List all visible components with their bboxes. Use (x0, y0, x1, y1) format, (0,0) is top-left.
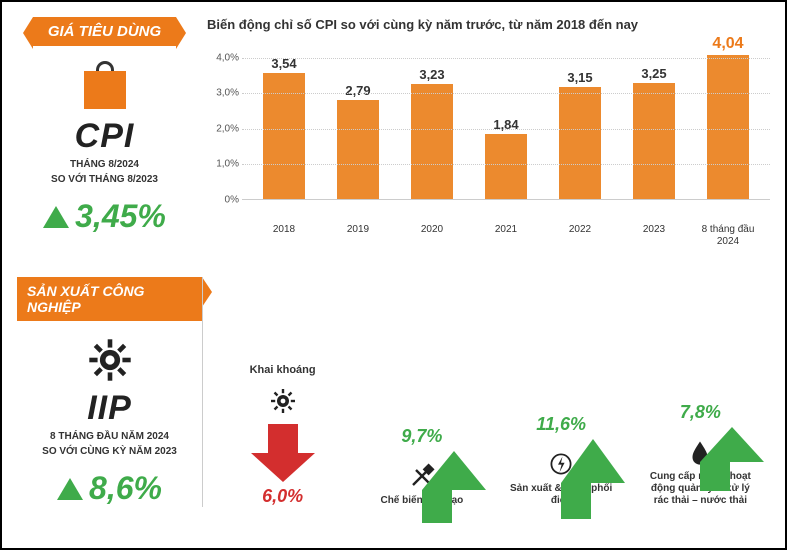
y-tick: 0% (225, 195, 239, 206)
iip-value: 8,6% (89, 470, 162, 507)
chart-bars: 3,542,793,231,843,153,254,04 (242, 40, 770, 199)
bar-value-label: 3,23 (419, 67, 444, 82)
bar (559, 87, 601, 199)
up-triangle-icon (43, 206, 69, 228)
bar-value-label: 3,25 (641, 66, 666, 81)
sector-label: Khai khoáng (250, 364, 316, 376)
grid-line (242, 129, 770, 130)
grid-line (242, 164, 770, 165)
page: GIÁ TIÊU DÙNG CPI THÁNG 8/2024 SO VỚI TH… (0, 0, 787, 550)
sector-value: 7,8% (680, 402, 721, 423)
bar (411, 84, 453, 199)
gear-icon (87, 337, 133, 383)
cpi-sub1: THÁNG 8/2024 (70, 158, 139, 171)
x-label: 2019 (328, 224, 388, 248)
iip-row: SẢN XUẤT CÔNG NGHIỆP IIP 8 THÁNG ĐẦU NĂM… (17, 277, 770, 507)
y-tick: 3,0% (216, 88, 239, 99)
y-tick: 2,0% (216, 123, 239, 134)
grid-line (242, 58, 770, 59)
iip-block: SẢN XUẤT CÔNG NGHIỆP IIP 8 THÁNG ĐẦU NĂM… (17, 277, 202, 507)
bar-value-label: 4,04 (712, 35, 743, 53)
bar (485, 134, 527, 199)
x-label: 2023 (624, 224, 684, 248)
up-triangle-icon (57, 478, 83, 500)
bar-col: 3,54 (254, 73, 314, 199)
bar-value-label: 3,15 (567, 70, 592, 85)
cpi-chart: Biến động chỉ số CPI so với cùng kỳ năm … (207, 17, 770, 262)
cpi-sub2: SO VỚI THÁNG 8/2023 (51, 173, 158, 186)
chart-plot: 3,542,793,231,843,153,254,04 (242, 40, 770, 200)
y-tick: 4,0% (216, 52, 239, 63)
grid-line (242, 93, 770, 94)
top-section: GIÁ TIÊU DÙNG CPI THÁNG 8/2024 SO VỚI TH… (17, 17, 770, 262)
sectors: Khai khoáng 6,0% 9,7%Chế biến, chế tạo 11,6… (202, 277, 770, 507)
x-label: 2018 (254, 224, 314, 248)
bar-col: 2,79 (328, 100, 388, 199)
cpi-value-row: 3,45% (43, 198, 166, 235)
cpi-block: GIÁ TIÊU DÙNG CPI THÁNG 8/2024 SO VỚI TH… (17, 17, 192, 262)
down-arrow-icon (251, 424, 315, 482)
iip-sub1: 8 THÁNG ĐẦU NĂM 2024 (50, 430, 169, 443)
x-label: 2021 (476, 224, 536, 248)
cpi-label: CPI (75, 117, 135, 156)
iip-badge: SẢN XUẤT CÔNG NGHIỆP (17, 277, 202, 321)
bar (337, 100, 379, 199)
sector-elec: 11,6%Sản xuất & phân phối điện (504, 414, 619, 507)
sector-value: 6,0% (262, 486, 303, 507)
bar (707, 55, 749, 199)
sector-value: 9,7% (401, 426, 442, 447)
y-tick: 1,0% (216, 159, 239, 170)
x-label: 8 tháng đầu 2024 (698, 224, 758, 248)
bar (263, 73, 305, 199)
iip-sub2: SO VỚI CÙNG KỲ NĂM 2023 (42, 445, 177, 458)
cpi-value: 3,45% (75, 198, 166, 235)
bottom-section: SẢN XUẤT CÔNG NGHIỆP IIP 8 THÁNG ĐẦU NĂM… (17, 277, 770, 532)
chart-area: 0%1,0%2,0%3,0%4,0% 3,542,793,231,843,153… (207, 40, 770, 220)
bar-col: 3,23 (402, 84, 462, 199)
x-axis-labels: 2018 2019 2020 2021 2022 2023 8 tháng đầu 2024 (242, 224, 770, 248)
sector-water: 7,8%Cung cấp nước, hoạt động quản lý & x… (643, 402, 758, 507)
bar-value-label: 2,79 (345, 83, 370, 98)
y-axis: 0%1,0%2,0%3,0%4,0% (207, 40, 242, 200)
iip-value-row: 8,6% (57, 470, 162, 507)
bar-col: 3,25 (624, 83, 684, 199)
x-label: 2020 (402, 224, 462, 248)
bar-col: 4,04 (698, 55, 758, 199)
sector-value: 11,6% (536, 414, 586, 435)
bar (633, 83, 675, 199)
chart-title: Biến động chỉ số CPI so với cùng kỳ năm … (207, 17, 770, 32)
cpi-badge: GIÁ TIÊU DÙNG (33, 17, 176, 46)
sector-manuf: 9,7%Chế biến, chế tạo (364, 426, 479, 507)
iip-label: IIP (87, 389, 132, 428)
bar-col: 3,15 (550, 87, 610, 199)
bar-col: 1,84 (476, 134, 536, 199)
x-label: 2022 (550, 224, 610, 248)
sector-mining: Khai khoáng 6,0% (225, 364, 340, 507)
gear-icon (268, 386, 298, 416)
bag-icon (84, 61, 126, 109)
